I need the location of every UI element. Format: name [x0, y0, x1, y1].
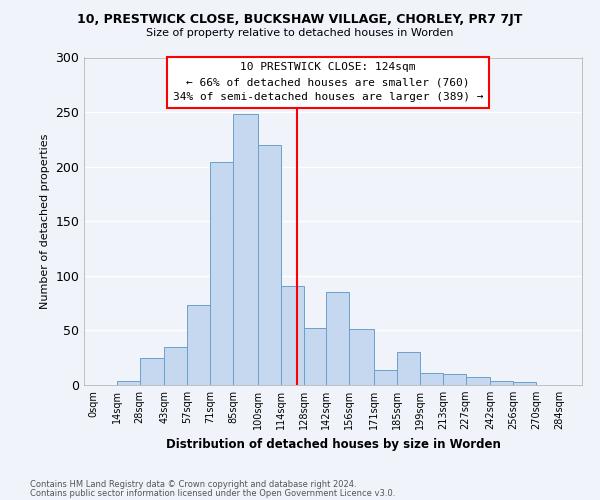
Text: Size of property relative to detached houses in Worden: Size of property relative to detached ho…: [146, 28, 454, 38]
Bar: [326, 292, 349, 385]
Bar: [397, 352, 420, 385]
Bar: [210, 162, 233, 385]
Y-axis label: Number of detached properties: Number of detached properties: [40, 134, 50, 309]
Bar: [490, 380, 513, 385]
Bar: [140, 358, 164, 385]
Bar: [443, 374, 466, 385]
Bar: [233, 114, 257, 385]
Text: Contains public sector information licensed under the Open Government Licence v3: Contains public sector information licen…: [30, 488, 395, 498]
Text: 10 PRESTWICK CLOSE: 124sqm
← 66% of detached houses are smaller (760)
34% of sem: 10 PRESTWICK CLOSE: 124sqm ← 66% of deta…: [173, 62, 483, 102]
Bar: [349, 330, 374, 385]
Bar: [466, 378, 490, 385]
Bar: [420, 373, 443, 385]
Bar: [281, 286, 304, 385]
Bar: [257, 145, 281, 385]
Bar: [513, 382, 536, 385]
Bar: [187, 306, 210, 385]
Text: 10, PRESTWICK CLOSE, BUCKSHAW VILLAGE, CHORLEY, PR7 7JT: 10, PRESTWICK CLOSE, BUCKSHAW VILLAGE, C…: [77, 12, 523, 26]
Text: Contains HM Land Registry data © Crown copyright and database right 2024.: Contains HM Land Registry data © Crown c…: [30, 480, 356, 489]
X-axis label: Distribution of detached houses by size in Worden: Distribution of detached houses by size …: [166, 438, 500, 450]
Bar: [164, 347, 187, 385]
Bar: [117, 380, 140, 385]
Bar: [374, 370, 397, 385]
Bar: [304, 328, 326, 385]
